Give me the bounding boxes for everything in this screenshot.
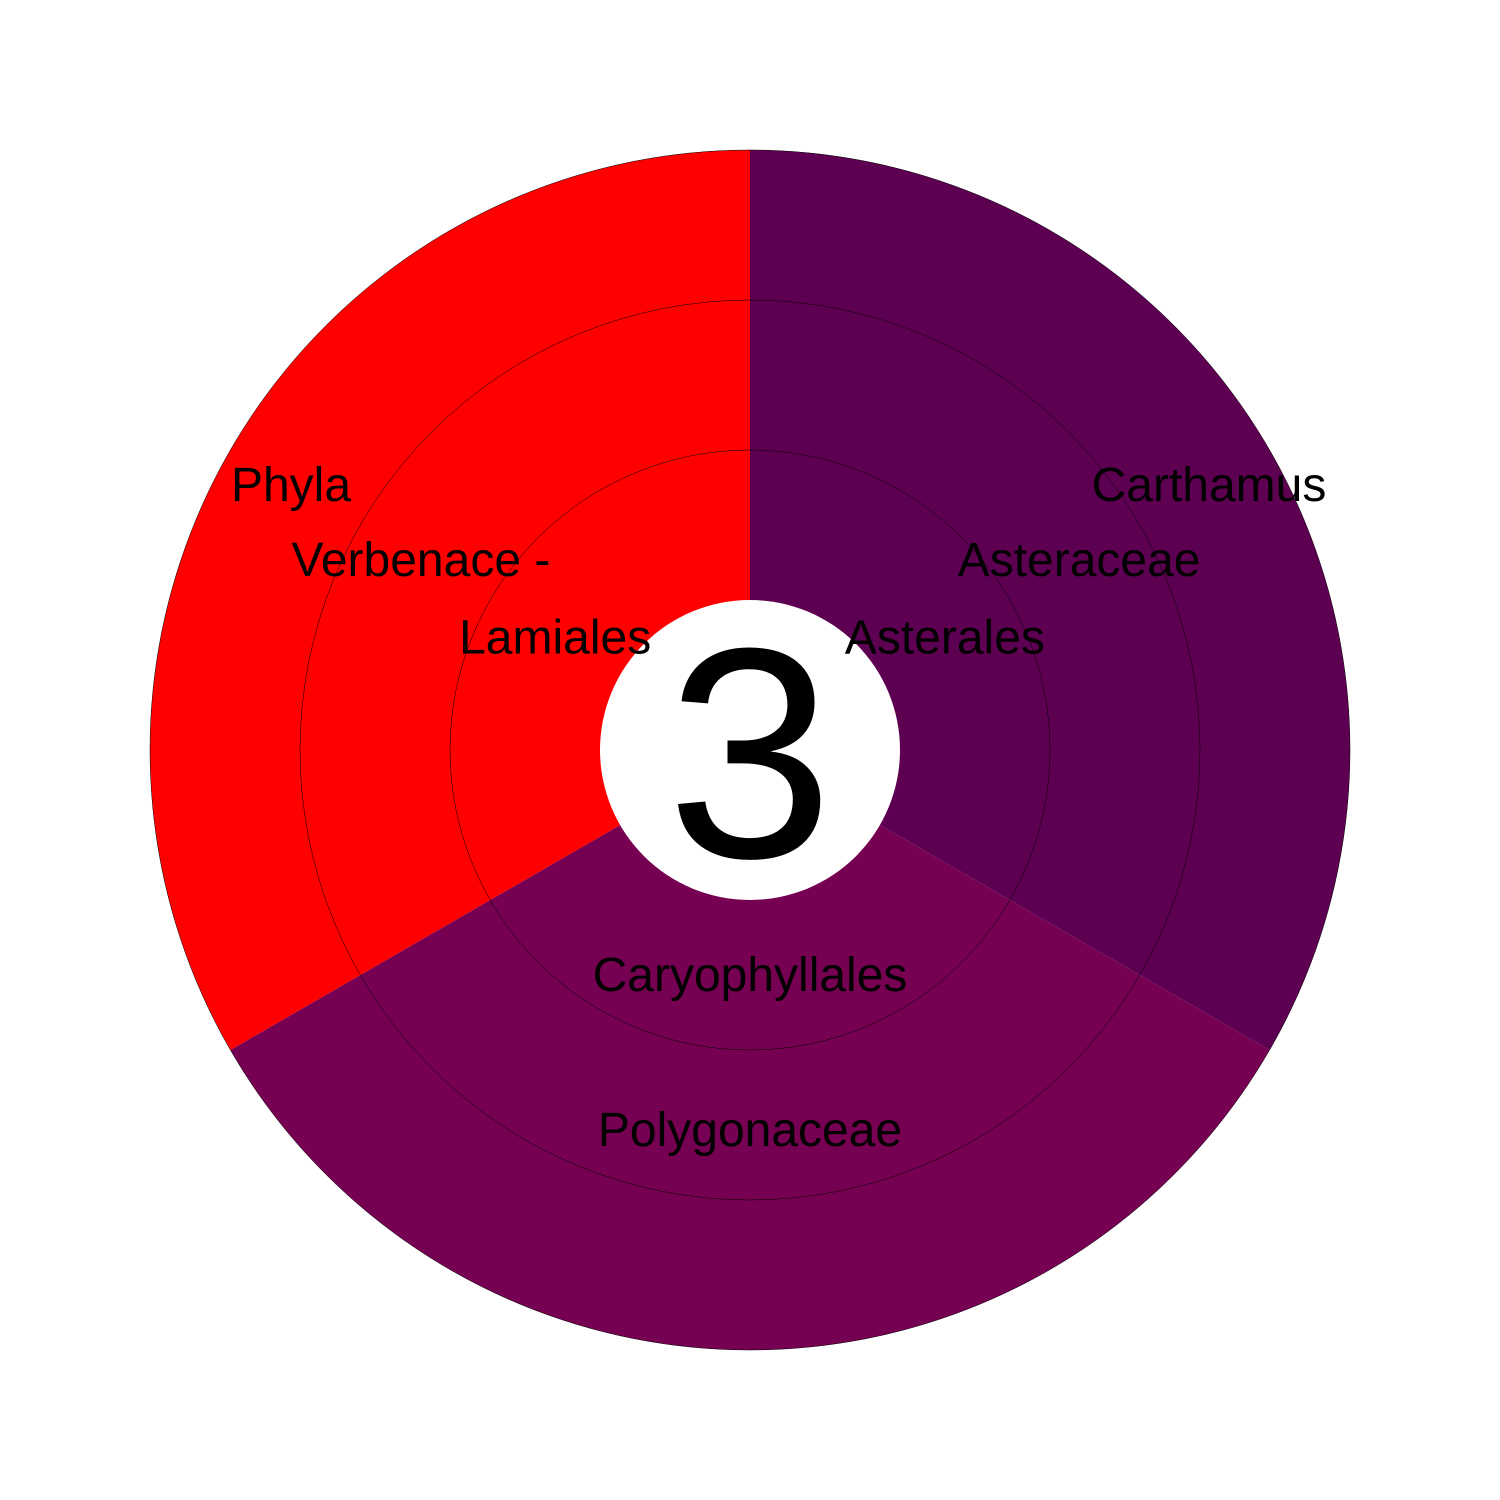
ring-outline-3: [149, 149, 1351, 1351]
family-label: Verbenace -: [291, 534, 550, 587]
order-label: Lamiales: [459, 612, 651, 665]
segment-labels: Asterales Asteraceae Carthamus Caryophyllal…: [231, 459, 1326, 1157]
wedge-lamiales: [150, 150, 750, 1050]
center-hole: [600, 600, 900, 900]
genus-label: Carthamus: [1092, 459, 1327, 512]
order-label: Asterales: [845, 612, 1045, 665]
family-label: Asteraceae: [958, 534, 1201, 587]
wedge-asterales: [750, 150, 1350, 1050]
ring-outlines: [149, 149, 1351, 1351]
ring-outline-1: [449, 449, 1051, 1051]
order-label: Caryophyllales: [593, 949, 908, 1002]
family-label: Polygonaceae: [598, 1104, 902, 1157]
ring-outline-2: [299, 299, 1201, 1201]
center-count-label: 3: [667, 585, 834, 921]
genus-label: Phyla: [231, 459, 351, 512]
